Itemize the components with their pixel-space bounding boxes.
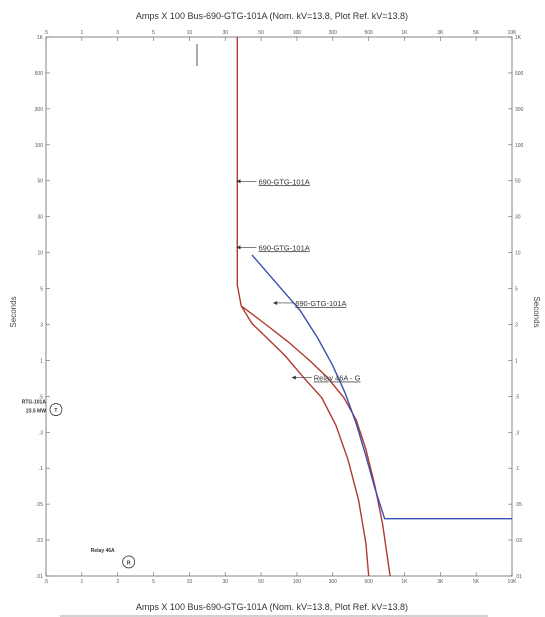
x-tick-label: 300 bbox=[329, 579, 338, 585]
x-tick-label: 5K bbox=[473, 30, 480, 36]
x-tick-label: 3 bbox=[116, 30, 119, 36]
y-tick-label: .05 bbox=[515, 502, 522, 508]
y-tick-label: 3 bbox=[515, 322, 518, 328]
x-tick-label: 10K bbox=[508, 30, 518, 36]
y-tick-label: 1K bbox=[37, 35, 44, 41]
curve-series-2 bbox=[240, 305, 391, 577]
x-tick-label: 10 bbox=[187, 579, 193, 585]
x-axis-top: .5 1 3 5 10 30 50 100 300 500 1K 3K 5K 10K bbox=[44, 30, 517, 41]
y-tick-label: 500 bbox=[35, 71, 44, 77]
y-tick-label: 100 bbox=[515, 143, 524, 149]
y-tick-label: 5 bbox=[515, 287, 518, 293]
annotation-arrow bbox=[273, 300, 278, 305]
x-tick-label: 1 bbox=[80, 579, 83, 585]
y-tick-label: 300 bbox=[35, 107, 44, 113]
y-tick-label: 30 bbox=[515, 215, 521, 221]
device-marker-label: Relay 46A bbox=[91, 548, 115, 554]
x-tick-label: 1 bbox=[80, 30, 83, 36]
y-tick-label: .5 bbox=[39, 394, 43, 400]
x-tick-label: 500 bbox=[364, 579, 373, 585]
annotations-layer: 690-GTG-101A 690-GTG-101A 690-GTG-101A Rela… bbox=[236, 177, 361, 383]
x-tick-label: 10K bbox=[508, 579, 518, 585]
chart-title-bottom: Amps X 100 Bus-690-GTG-101A (Nom. kV=13.… bbox=[136, 602, 408, 612]
y-tick-label: .3 bbox=[515, 430, 519, 436]
y-tick-label: .01 bbox=[515, 574, 522, 580]
annotation-arrow bbox=[236, 179, 241, 184]
y-tick-label: .5 bbox=[515, 394, 519, 400]
curve-annotation-4: Relay 46A - G bbox=[314, 374, 361, 383]
y-axis-left: 1K 500 300 100 50 30 10 5 3 1 .5 .3 .1 .05 .03 .01 bbox=[35, 35, 50, 580]
device-marker-symbol: T bbox=[54, 408, 57, 414]
x-tick-label: 50 bbox=[258, 30, 264, 36]
x-tick-label: .5 bbox=[44, 579, 48, 585]
annotation-arrow bbox=[291, 375, 296, 380]
y-tick-label: 10 bbox=[37, 251, 43, 257]
y-tick-label: .05 bbox=[36, 502, 43, 508]
x-tick-label: 100 bbox=[293, 579, 302, 585]
x-axis-bottom: .5 1 3 5 10 30 50 100 300 500 1K 3K 5K 10K bbox=[44, 572, 517, 585]
x-tick-label: 5 bbox=[152, 579, 155, 585]
curve-series-3 bbox=[251, 254, 512, 520]
y-tick-label: .1 bbox=[39, 466, 43, 472]
x-tick-label: 5K bbox=[473, 579, 480, 585]
x-tick-label: 30 bbox=[222, 30, 228, 36]
y-tick-label: .01 bbox=[36, 574, 43, 580]
y-tick-label: 5 bbox=[40, 287, 43, 293]
x-tick-label: 10 bbox=[187, 30, 193, 36]
x-tick-label: 5 bbox=[152, 30, 155, 36]
x-tick-label: 300 bbox=[329, 30, 338, 36]
y-tick-label: .1 bbox=[515, 466, 519, 472]
device-marker-label: 23.5 MW bbox=[26, 409, 46, 415]
y-tick-label: 30 bbox=[37, 215, 43, 221]
x-tick-label: 30 bbox=[222, 579, 228, 585]
x-tick-label: 50 bbox=[258, 579, 264, 585]
x-tick-label: 3 bbox=[116, 579, 119, 585]
device-marker-symbol: R bbox=[127, 560, 131, 566]
x-tick-label: 1K bbox=[401, 579, 408, 585]
markers-layer: T RTG-101A 23.5 MW R Relay 46A bbox=[22, 400, 136, 569]
curve-annotation-2: 690-GTG-101A bbox=[258, 243, 309, 252]
y-tick-label: 1 bbox=[40, 358, 43, 364]
device-marker-2 bbox=[122, 555, 136, 569]
chart-title-top: Amps X 100 Bus-690-GTG-101A (Nom. kV=13.… bbox=[136, 11, 408, 21]
y-tick-label: 3 bbox=[40, 322, 43, 328]
y-tick-label: 50 bbox=[37, 179, 43, 185]
y-tick-label: .3 bbox=[39, 430, 43, 436]
device-marker-1 bbox=[49, 403, 63, 416]
curve-annotation-3: 690-GTG-101A bbox=[295, 299, 346, 308]
y-tick-label: 100 bbox=[35, 143, 44, 149]
y-tick-label: 300 bbox=[515, 107, 524, 113]
ylabel-left: Seconds bbox=[9, 296, 18, 327]
annotation-arrow bbox=[236, 245, 241, 250]
x-tick-label: .5 bbox=[44, 30, 48, 36]
plot-frame bbox=[45, 36, 513, 577]
device-marker-label: RTG-101A bbox=[22, 400, 47, 406]
x-tick-label: 500 bbox=[364, 30, 373, 36]
ylabel-right: Seconds bbox=[532, 296, 541, 327]
x-tick-label: 3K bbox=[437, 579, 444, 585]
x-tick-label: 3K bbox=[437, 30, 444, 36]
curve-annotation-1: 690-GTG-101A bbox=[258, 177, 309, 186]
curves-layer bbox=[236, 37, 512, 577]
y-tick-label: 50 bbox=[515, 179, 521, 185]
y-tick-label: .03 bbox=[36, 538, 43, 544]
y-tick-label: 10 bbox=[515, 251, 521, 257]
y-tick-label: 500 bbox=[515, 71, 524, 77]
x-tick-label: 1K bbox=[401, 30, 408, 36]
y-tick-label: 1 bbox=[515, 358, 518, 364]
y-axis-right: 1K 500 300 100 50 30 10 5 3 1 .5 .3 .1 .05 .03 .01 bbox=[508, 35, 524, 580]
y-tick-label: 1K bbox=[515, 35, 522, 41]
x-tick-label: 100 bbox=[293, 30, 302, 36]
y-tick-label: .03 bbox=[515, 538, 522, 544]
